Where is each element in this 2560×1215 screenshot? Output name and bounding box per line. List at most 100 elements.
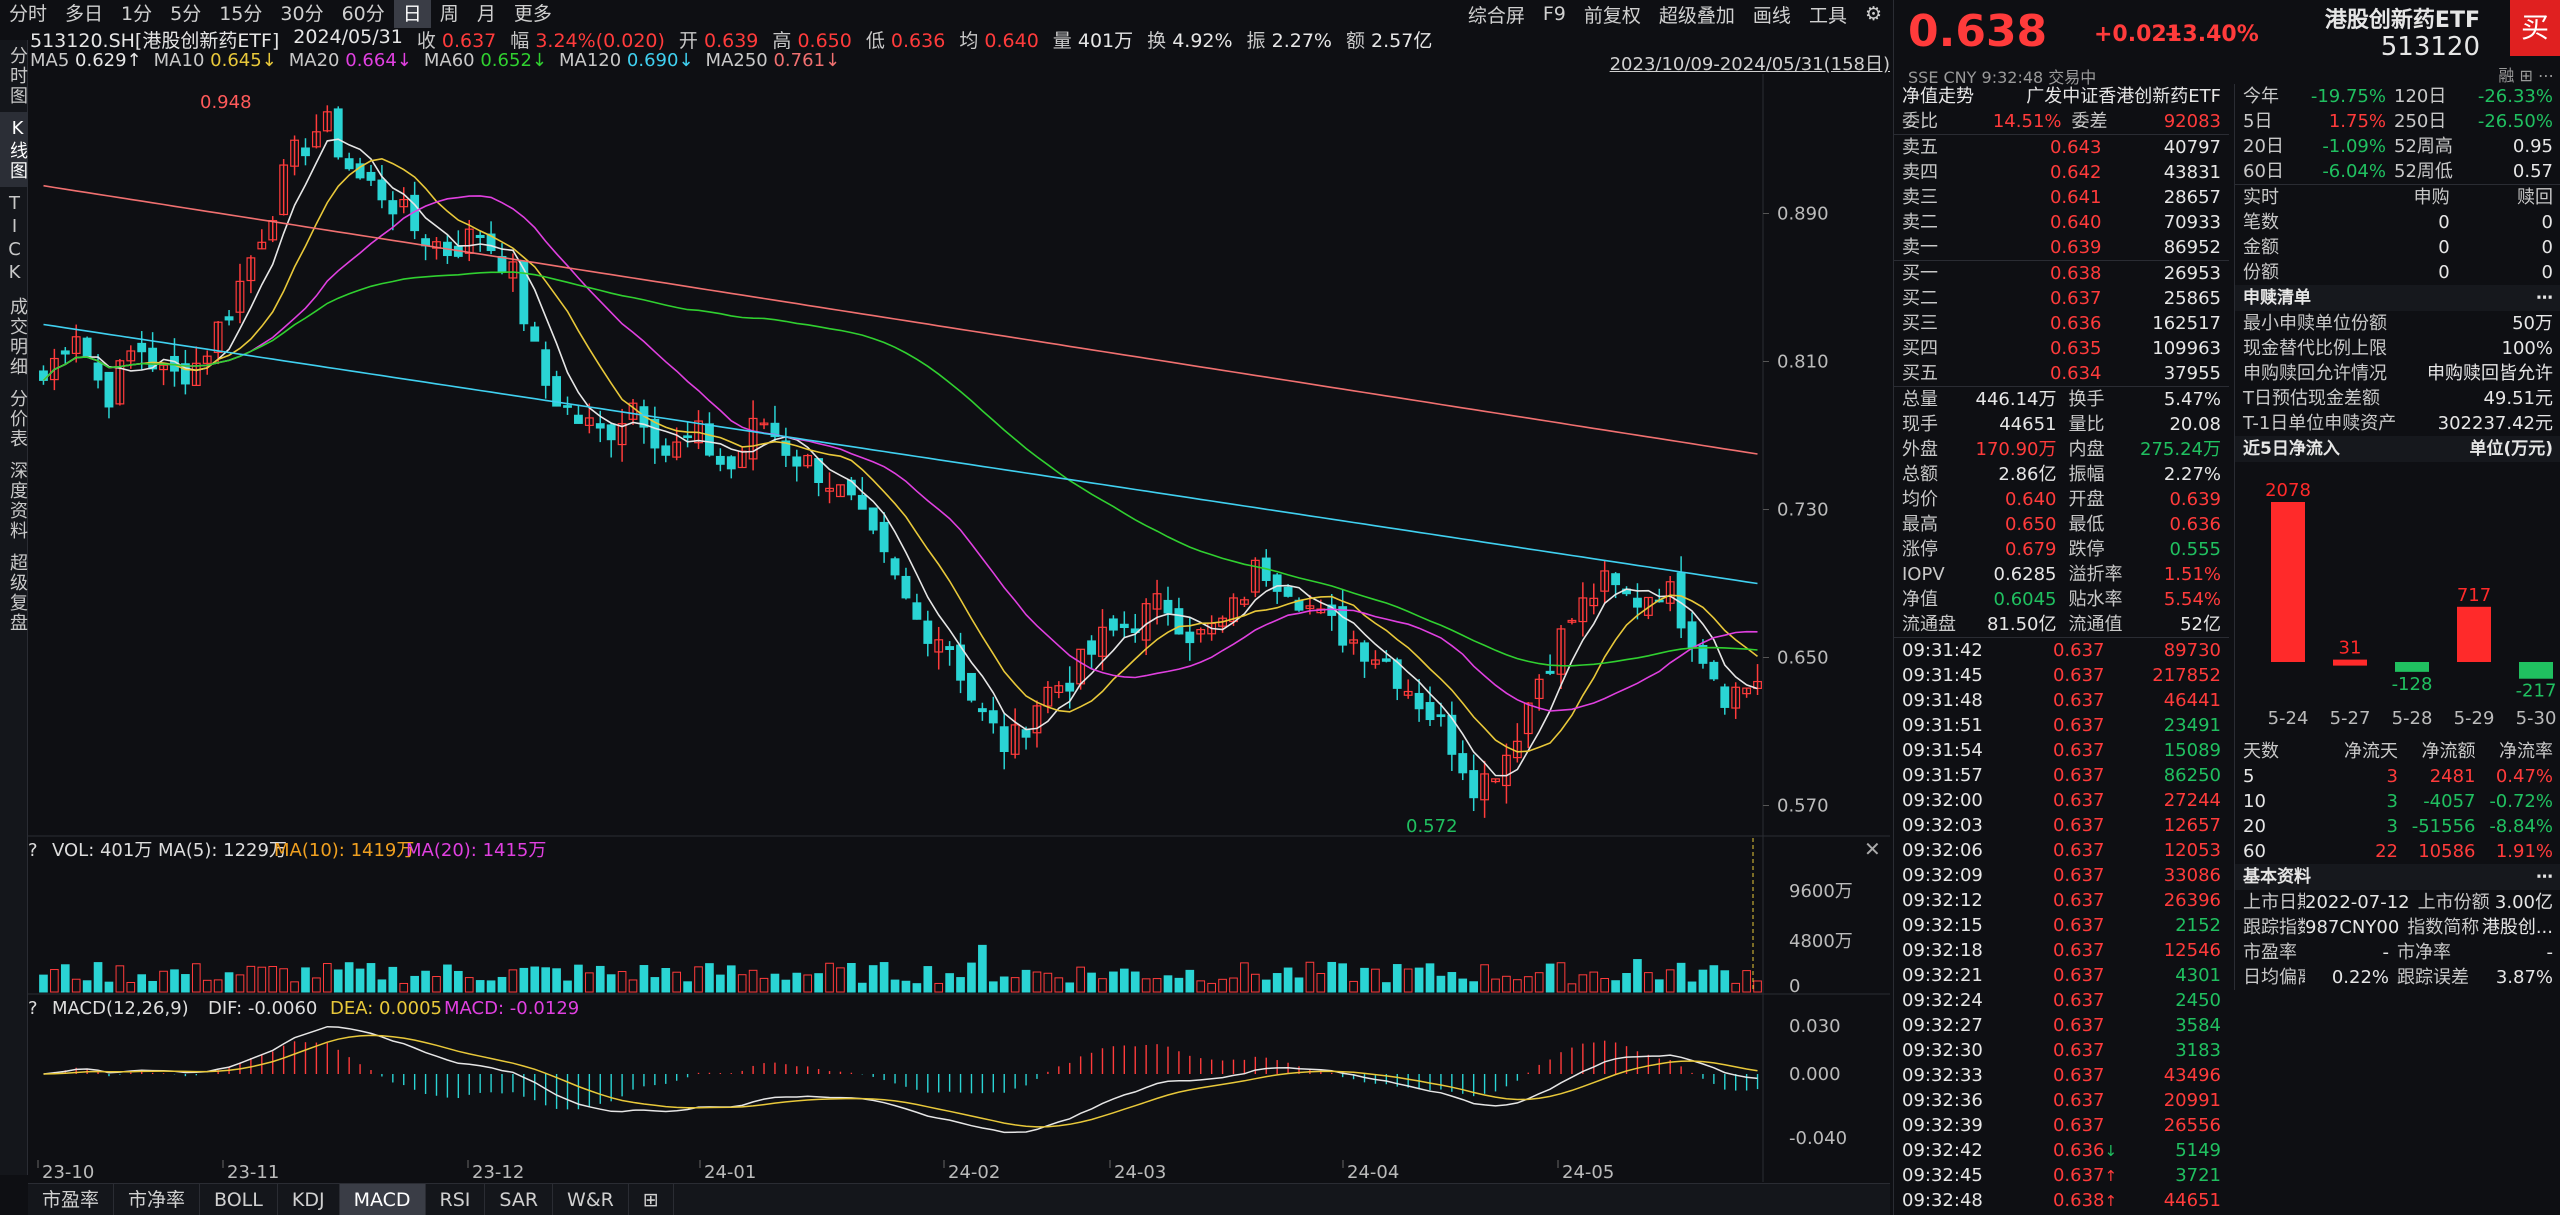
tick-volume: 3584 [2175,1015,2221,1036]
panel-tools[interactable]: 融 ⊞ ⋯ [2498,66,2554,85]
period-tab[interactable]: 周 [439,3,459,25]
open-label: 开 [678,30,698,52]
tool-button[interactable]: 超级叠加 [1658,4,1735,27]
tick-price-cell: 0.638↑ [2012,1188,2117,1213]
candle-body [180,363,190,385]
volume-bar [1196,980,1206,993]
tick-price-cell: 0.637 [2012,1113,2117,1138]
left-tab[interactable]: 分价表 [7,389,28,449]
period-tab[interactable]: 60分 [341,3,385,25]
asks-row[interactable]: 卖五 0.643 40797 [1894,135,2229,160]
asks-row[interactable]: 卖四 0.642 43831 [1894,160,2229,185]
volume-bar [683,981,692,993]
netflow-count: 3 [2386,791,2398,812]
vol-header-icon[interactable]: ? [28,840,38,861]
indicator-tab[interactable]: SAR [485,1184,554,1215]
asks-row[interactable]: 卖三 0.641 28657 [1894,185,2229,210]
asks-row[interactable]: 卖一 0.639 86952 [1894,235,2229,260]
netflow-amount: -4057 [2423,791,2476,812]
tool-button[interactable]: 画线 [1752,4,1791,27]
left-tab[interactable]: TICK [4,193,25,285]
left-tab[interactable]: 深度资料 [7,461,28,541]
macd-value: MACD: -0.0129 [444,998,579,1019]
tick-price-cell: 0.637 [2012,763,2117,788]
bids-row[interactable]: 买五 0.634 37955 [1894,361,2229,386]
indicator-tab[interactable]: 市净率 [114,1184,201,1215]
date-tick-label: 24-02 [948,1162,1000,1182]
macd-header-icon[interactable]: ? [28,998,38,1019]
bids-row[interactable]: 买三 0.636 162517 [1894,311,2229,336]
indicator-tab[interactable]: MACD [339,1184,426,1215]
bids-row[interactable]: 买二 0.637 25865 [1894,286,2229,311]
candle-body [257,241,267,250]
period-tab[interactable]: 多日 [65,3,104,25]
bids-row[interactable]: 买一 0.638 26953 [1894,261,2229,286]
candle-body [1381,658,1391,662]
tick-price-cell: 0.637 [2012,963,2117,988]
candle-body [977,708,987,713]
candle-body [1687,621,1697,649]
left-tab[interactable]: 成交明细 [7,297,28,377]
volume-bar [388,966,398,993]
indicator-tab[interactable]: 市盈率 [28,1184,115,1215]
basic-info-more[interactable]: ⋯ [2536,867,2553,887]
bids-row[interactable]: 买四 0.635 109963 [1894,336,2229,361]
stat-label: 涨停 [1902,539,1938,560]
add-indicator-icon[interactable]: ⊞ [629,1184,674,1215]
stat-label: 最高 [1902,514,1938,535]
left-tab[interactable]: 超级复盘 [7,553,28,633]
tick-price-cell: 0.637 [2012,988,2117,1013]
volume-bar [988,981,998,993]
period-tab[interactable]: 15分 [219,3,263,25]
quote-header: 0.638 +0.021 +3.40% 港股创新药ETF 513120 买 SS… [1894,0,2560,87]
tool-button[interactable]: 前复权 [1583,4,1641,27]
macd-name: MACD(12,26,9) [52,998,189,1019]
date-range-selector[interactable]: 2023/10/09-2024/05/31(158日) [1609,54,1890,75]
kline-chart[interactable]: 0.890 0.810 0.730 0.650 0.570 0.948 0.572? VOL:… [28,74,1890,1182]
indicator-tab[interactable]: RSI [426,1184,486,1215]
period-tab[interactable]: 月 [476,3,496,25]
volume-bar [399,982,409,993]
candle-body [104,371,114,408]
tool-button[interactable]: 综合屏 [1467,4,1525,27]
volume-bar [235,974,245,993]
volume-bar [541,967,550,993]
ma-line-250 [43,184,1758,455]
left-tab[interactable]: 分时图 [7,46,28,106]
asks-row[interactable]: 卖二 0.640 70933 [1894,210,2229,235]
close-pane-icon[interactable]: ✕ [1864,837,1881,861]
period-tab[interactable]: 日 [393,0,431,28]
stat-label: 换手 [2068,389,2105,410]
nav-row[interactable]: 净值走势 广发中证香港创新药ETF [1894,84,2229,109]
tick-row: 09:32:48 0.638↑ 44651 [1894,1188,2229,1213]
period-tab[interactable]: 更多 [513,3,552,25]
perf-label: 20日 [2243,136,2284,157]
candle-body [1578,597,1588,623]
tool-button[interactable]: 工具 [1808,4,1847,27]
volume-bar [1502,975,1511,993]
tick-row: 09:32:00 0.637 27244 [1894,788,2229,813]
indicator-tab[interactable]: KDJ [278,1184,340,1215]
period-tab[interactable]: 5分 [170,3,202,25]
amount-value: 2.57亿 [1371,30,1433,52]
stat-row: 均价 0.640 开盘 0.639 [1894,487,2229,512]
creation-list-more[interactable]: ⋯ [2536,288,2553,308]
tick-volume: 20991 [2163,1090,2221,1111]
tick-row: 09:31:48 0.637 46441 [1894,688,2229,713]
weicha-value: 92083 [2163,111,2221,132]
volume-bar [1698,969,1708,993]
period-tab[interactable]: 30分 [280,3,324,25]
volume-bar [726,965,736,993]
period-tab[interactable]: 1分 [121,3,153,25]
tool-button[interactable]: F9 [1542,3,1566,25]
period-tab[interactable]: 分时 [9,3,48,25]
candle-body [934,639,944,653]
tick-list[interactable]: 09:31:42 0.637 89730 09:31:45 0.637 217852 09:… [1894,638,2229,1213]
volume-bar [999,976,1009,993]
settings-icon[interactable]: ⚙ [1864,3,1882,25]
indicator-tab[interactable]: BOLL [200,1184,278,1215]
volume-bar [312,977,321,993]
volume-bar [50,969,59,993]
indicator-tab[interactable]: W&R [553,1184,629,1215]
buy-button[interactable]: 买 [2510,0,2560,56]
